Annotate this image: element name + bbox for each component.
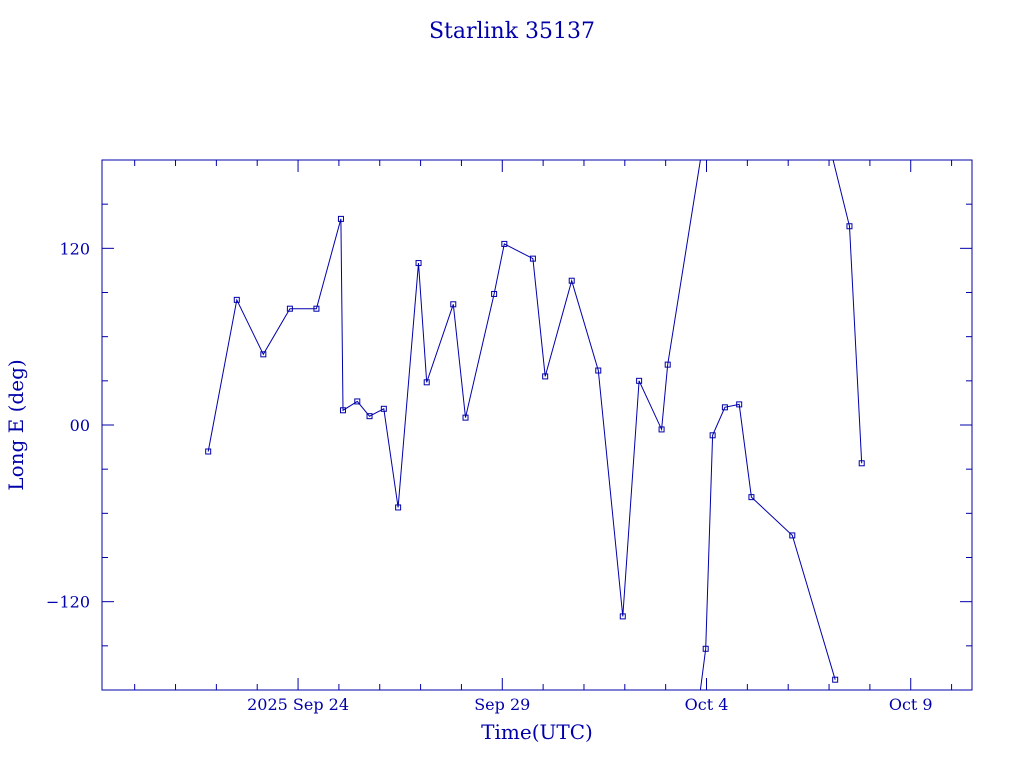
chart-title: Starlink 35137 xyxy=(429,19,595,44)
x-tick-label: 2025 Sep 24 xyxy=(247,695,349,714)
y-tick-label: 00 xyxy=(70,416,90,435)
data-point xyxy=(260,351,267,358)
data-point xyxy=(846,223,853,230)
series-line-segment xyxy=(207,160,701,617)
data-point xyxy=(619,613,626,620)
data-point xyxy=(736,401,743,408)
y-tick-label: 120 xyxy=(59,239,90,258)
data-point xyxy=(636,377,643,384)
series-line-segment xyxy=(832,160,863,464)
y-tick-label: −120 xyxy=(46,593,90,612)
data-point xyxy=(205,448,212,455)
axis-ticks xyxy=(102,160,972,690)
series-line-segment xyxy=(699,403,836,690)
data-point xyxy=(462,414,469,421)
data-point xyxy=(748,494,755,501)
x-tick-labels: 2025 Sep 24 Sep 29 Oct 4 Oct 9 xyxy=(247,695,933,714)
data-point xyxy=(789,532,796,539)
x-tick-label: Oct 4 xyxy=(685,695,729,714)
data-point xyxy=(658,426,665,433)
data-point xyxy=(313,305,320,312)
data-point xyxy=(423,379,430,386)
data-point xyxy=(339,407,346,414)
data-point xyxy=(709,432,716,439)
data-point xyxy=(450,301,457,308)
data-point xyxy=(832,676,839,683)
data-point xyxy=(337,215,344,222)
x-tick-label: Sep 29 xyxy=(474,695,530,714)
data-point xyxy=(354,398,361,405)
y-axis-label: Long E (deg) xyxy=(4,359,28,490)
data-point xyxy=(721,404,728,411)
y-tick-labels: 120 00 −120 xyxy=(46,239,90,611)
x-tick-label: Oct 9 xyxy=(889,695,933,714)
data-point xyxy=(568,277,575,284)
data-point xyxy=(702,645,709,652)
data-point xyxy=(664,361,671,368)
data-point xyxy=(595,367,602,374)
plot-frame xyxy=(101,159,973,691)
series-points xyxy=(205,215,865,683)
data-point xyxy=(395,504,402,511)
data-point xyxy=(366,413,373,420)
data-point xyxy=(501,240,508,247)
data-point xyxy=(286,305,293,312)
series-lines xyxy=(207,160,863,690)
x-axis-label: Time(UTC) xyxy=(481,720,593,744)
data-point xyxy=(542,373,549,380)
data-point xyxy=(233,296,240,303)
data-point xyxy=(380,405,387,412)
data-point xyxy=(415,260,422,267)
data-point xyxy=(491,290,498,297)
data-point xyxy=(858,460,865,467)
data-point xyxy=(529,255,536,262)
